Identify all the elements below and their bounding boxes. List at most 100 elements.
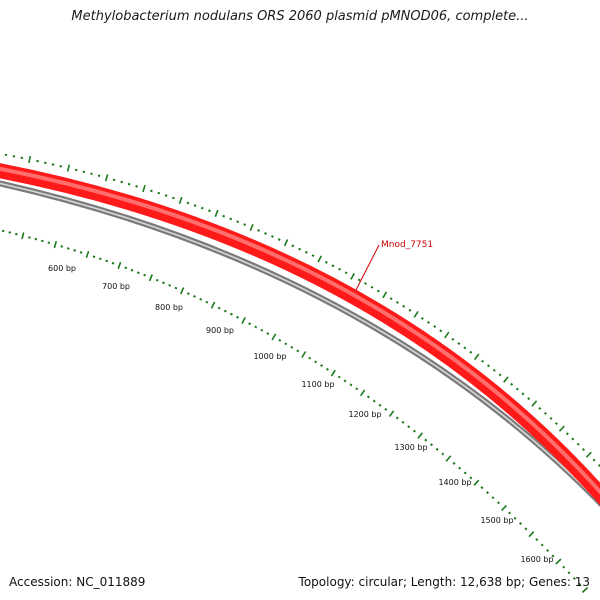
inner-ring-minor-tick — [223, 309, 227, 313]
inner-ring-minor-tick — [260, 328, 264, 332]
map-title: Methylobacterium nodulans ORS 2060 plasm… — [71, 9, 529, 24]
inner-ring-minor-tick — [458, 466, 462, 470]
outer-ring-minor-tick — [277, 238, 281, 241]
outer-ring-minor-tick — [515, 387, 519, 391]
inner-ring-minor-tick — [254, 325, 258, 329]
outer-ring-minor-tick — [451, 337, 455, 341]
inner-ring-minor-tick — [578, 582, 582, 586]
inner-ring-minor-tick — [497, 501, 501, 505]
inner-ring-major-tick — [388, 410, 395, 417]
scale-label: 1400 bp — [438, 478, 471, 487]
inner-ring-minor-tick — [535, 538, 539, 542]
outer-ring-minor-tick — [402, 304, 406, 308]
inner-ring-minor-tick — [378, 403, 382, 407]
inner-ring-minor-tick — [349, 383, 353, 387]
inner-ring-major-tick — [501, 504, 507, 512]
outer-ring-major-tick — [531, 400, 538, 407]
outer-ring-minor-tick — [298, 247, 302, 251]
outer-ring-major-tick — [350, 272, 355, 280]
inner-ring-major-tick — [581, 587, 589, 593]
inner-ring-minor-tick — [130, 268, 134, 272]
outer-ring-minor-tick — [592, 458, 596, 462]
inner-ring-minor-tick — [34, 237, 38, 241]
outer-ring-major-tick — [382, 291, 388, 299]
inner-ring-minor-tick — [79, 251, 83, 254]
outer-ring-minor-tick — [538, 406, 542, 410]
outer-ring-minor-tick — [172, 196, 175, 200]
outer-ring-minor-tick — [357, 278, 361, 282]
inner-ring-minor-tick — [28, 236, 31, 239]
outer-ring-minor-tick — [229, 217, 233, 221]
outer-ring-minor-tick — [135, 185, 138, 188]
scale-label: 700 bp — [102, 282, 130, 291]
inner-ring-minor-tick — [111, 261, 115, 265]
backbone-arc-inner — [0, 182, 600, 504]
inner-ring-minor-tick — [278, 338, 282, 342]
inner-ring-minor-tick — [491, 496, 495, 500]
scale-label: 600 bp — [48, 264, 76, 273]
accession-text: Accession: NC_011889 — [9, 575, 146, 589]
inner-ring-minor-tick — [325, 367, 329, 371]
outer-ring-major-tick — [585, 451, 592, 458]
inner-ring-minor-tick — [513, 516, 517, 520]
inner-ring-minor-tick — [407, 425, 411, 429]
outer-ring-minor-tick — [395, 301, 399, 304]
inner-ring-minor-tick — [236, 315, 239, 319]
inner-ring-major-tick — [445, 455, 452, 462]
inner-ring-minor-tick — [372, 399, 376, 403]
outer-ring-major-tick — [558, 425, 565, 432]
scale-label: 800 bp — [155, 303, 183, 312]
inner-ring-minor-tick — [567, 571, 571, 575]
outer-ring-minor-tick — [549, 416, 553, 420]
inner-ring-minor-tick — [395, 416, 399, 420]
outer-ring-minor-tick — [565, 432, 569, 436]
outer-ring-minor-tick — [527, 397, 531, 401]
inner-ring-minor-tick — [412, 429, 416, 433]
inner-ring-minor-tick — [284, 342, 288, 346]
inner-ring-minor-tick — [290, 345, 294, 349]
inner-ring-minor-tick — [435, 447, 439, 451]
inner-ring-minor-tick — [105, 259, 109, 263]
inner-ring-minor-tick — [551, 554, 555, 558]
outer-ring-major-tick — [214, 209, 219, 217]
outer-ring-minor-tick — [576, 442, 580, 446]
outer-ring-minor-tick — [51, 163, 55, 166]
outer-ring-minor-tick — [291, 244, 295, 248]
inner-ring-minor-tick — [384, 407, 388, 411]
outer-ring-major-tick — [178, 196, 183, 205]
inner-ring-minor-tick — [124, 266, 128, 270]
inner-ring-major-tick — [148, 274, 153, 282]
outer-ring-minor-tick — [270, 235, 274, 238]
gene-label-mnod-7751[interactable]: Mnod_7751 — [381, 240, 433, 250]
backbone-arc-outer — [0, 180, 600, 508]
inner-ring-major-tick — [330, 369, 336, 377]
inner-ring-minor-tick — [248, 322, 252, 326]
inner-ring-minor-tick — [337, 375, 341, 379]
inner-ring-major-tick — [555, 558, 562, 565]
inner-ring-minor-tick — [296, 349, 300, 353]
outer-ring-minor-tick — [243, 223, 247, 226]
inner-ring-minor-tick — [452, 461, 456, 465]
outer-ring-minor-tick — [311, 254, 315, 257]
inner-ring-minor-tick — [441, 452, 445, 456]
inner-ring-minor-tick — [320, 364, 324, 367]
outer-ring-major-tick — [413, 310, 419, 318]
inner-ring-minor-tick — [366, 395, 370, 399]
inner-ring-minor-tick — [8, 231, 12, 234]
outer-ring-minor-tick — [510, 382, 514, 386]
outer-ring-minor-tick — [554, 422, 558, 426]
inner-ring-minor-tick — [314, 360, 318, 364]
outer-ring-minor-tick — [127, 182, 131, 186]
outer-ring-minor-tick — [370, 285, 374, 289]
scale-label: 900 bp — [206, 326, 234, 335]
outer-ring-minor-tick — [90, 172, 93, 175]
inner-ring-major-tick — [301, 351, 307, 358]
inner-ring-minor-tick — [430, 443, 433, 447]
inner-ring-minor-tick — [480, 486, 484, 490]
summary-text: Topology: circular; Length: 12,638 bp; G… — [298, 575, 590, 589]
outer-ring-minor-tick — [186, 201, 190, 205]
gene-arc[interactable] — [0, 163, 600, 506]
outer-ring-minor-tick — [420, 316, 424, 320]
outer-ring-major-tick — [66, 164, 71, 172]
